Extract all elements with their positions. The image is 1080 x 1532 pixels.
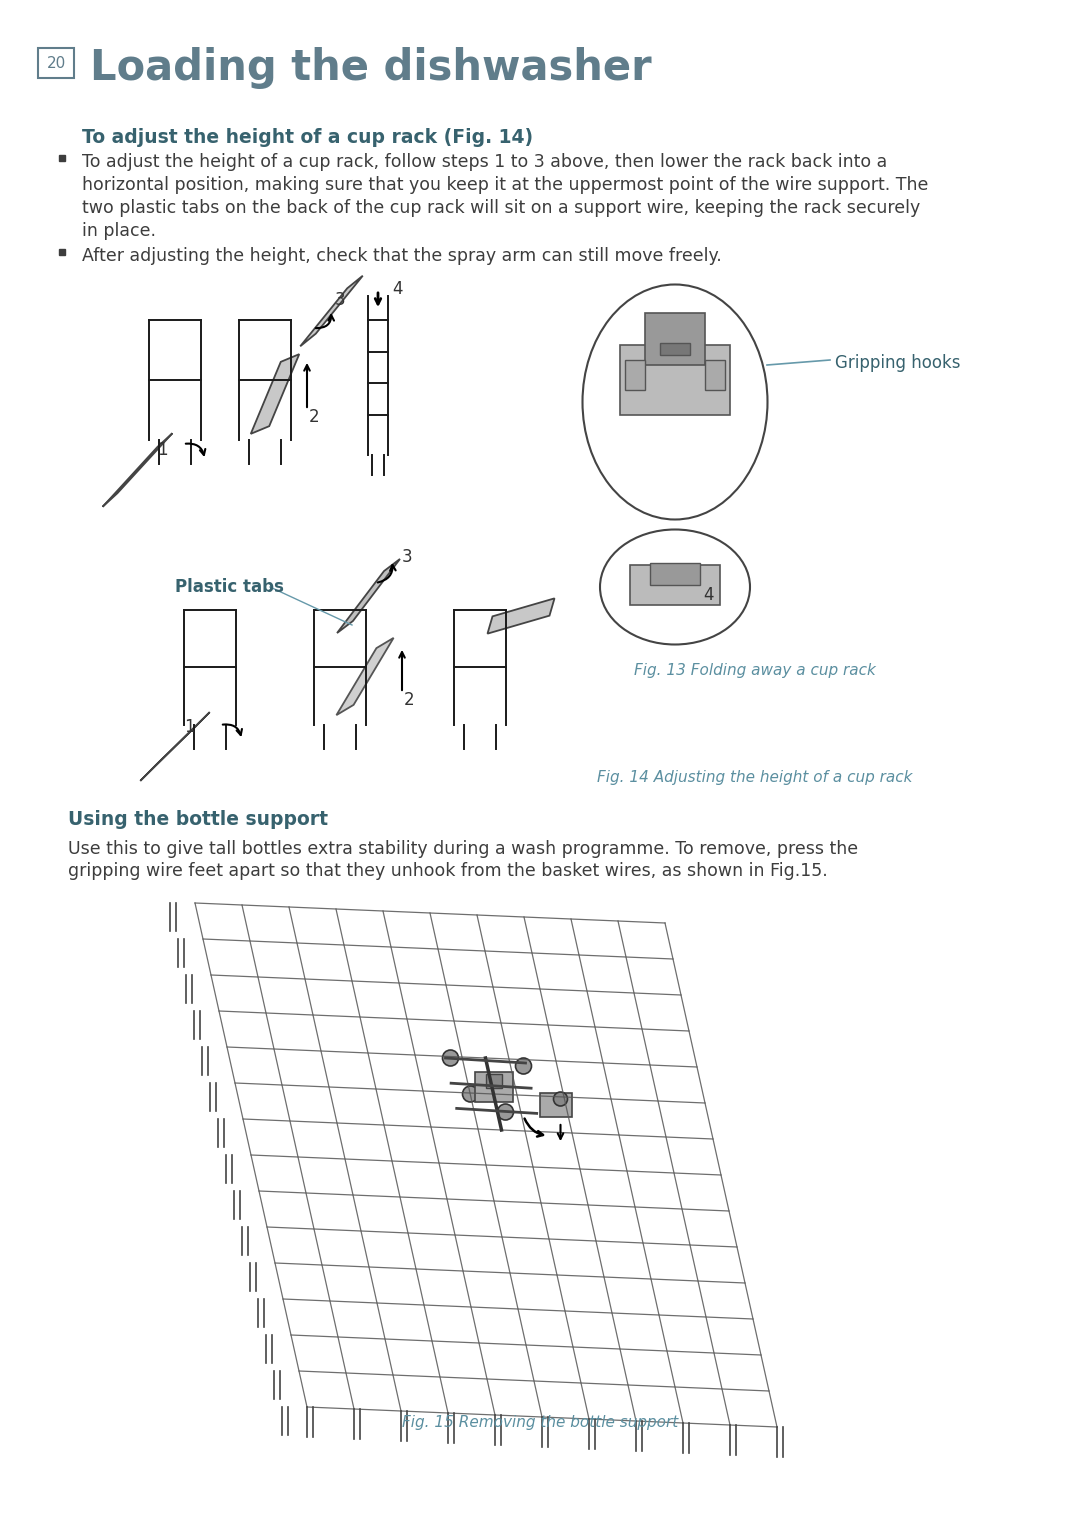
Text: horizontal position, making sure that you keep it at the uppermost point of the : horizontal position, making sure that yo… <box>82 176 929 195</box>
FancyBboxPatch shape <box>540 1092 571 1117</box>
Circle shape <box>515 1059 531 1074</box>
Text: 1: 1 <box>184 719 194 735</box>
Text: Using the bottle support: Using the bottle support <box>68 810 328 829</box>
Polygon shape <box>336 637 393 715</box>
Text: Gripping hooks: Gripping hooks <box>835 354 960 372</box>
Text: After adjusting the height, check that the spray arm can still move freely.: After adjusting the height, check that t… <box>82 247 721 265</box>
FancyBboxPatch shape <box>38 47 75 78</box>
Circle shape <box>443 1049 459 1066</box>
Text: Fig. 14 Adjusting the height of a cup rack: Fig. 14 Adjusting the height of a cup ra… <box>597 771 913 784</box>
Text: To adjust the height of a cup rack, follow steps 1 to 3 above, then lower the ra: To adjust the height of a cup rack, foll… <box>82 153 888 172</box>
Text: Fig. 15 Removing the bottle support: Fig. 15 Removing the bottle support <box>402 1416 678 1429</box>
Text: Loading the dishwasher: Loading the dishwasher <box>90 47 651 89</box>
Text: 1: 1 <box>157 441 167 460</box>
Text: two plastic tabs on the back of the cup rack will sit on a support wire, keeping: two plastic tabs on the back of the cup … <box>82 199 920 218</box>
Text: 20: 20 <box>46 55 66 70</box>
Text: Use this to give tall bottles extra stability during a wash programme. To remove: Use this to give tall bottles extra stab… <box>68 840 859 858</box>
FancyBboxPatch shape <box>474 1072 513 1102</box>
FancyBboxPatch shape <box>705 360 725 391</box>
Text: To adjust the height of a cup rack (Fig. 14): To adjust the height of a cup rack (Fig.… <box>82 129 534 147</box>
FancyBboxPatch shape <box>650 562 700 585</box>
Polygon shape <box>251 354 299 434</box>
Polygon shape <box>337 559 400 633</box>
Text: 2: 2 <box>309 408 320 426</box>
FancyBboxPatch shape <box>620 345 730 415</box>
Polygon shape <box>140 712 210 781</box>
FancyBboxPatch shape <box>645 313 705 365</box>
FancyBboxPatch shape <box>486 1074 501 1088</box>
Circle shape <box>554 1092 567 1106</box>
Text: 2: 2 <box>404 691 415 709</box>
Polygon shape <box>103 434 173 507</box>
Text: 3: 3 <box>335 291 346 309</box>
Text: Plastic tabs: Plastic tabs <box>175 578 284 596</box>
FancyBboxPatch shape <box>630 565 720 605</box>
Text: Fig. 13 Folding away a cup rack: Fig. 13 Folding away a cup rack <box>634 663 876 679</box>
Text: in place.: in place. <box>82 222 156 241</box>
Text: 4: 4 <box>392 280 403 299</box>
Text: gripping wire feet apart so that they unhook from the basket wires, as shown in : gripping wire feet apart so that they un… <box>68 863 827 879</box>
FancyBboxPatch shape <box>625 360 645 391</box>
FancyBboxPatch shape <box>660 343 690 355</box>
Text: 4: 4 <box>703 587 714 604</box>
Text: 3: 3 <box>402 548 413 565</box>
Circle shape <box>498 1105 513 1120</box>
Polygon shape <box>487 599 554 634</box>
Circle shape <box>462 1086 478 1102</box>
Polygon shape <box>300 276 363 346</box>
